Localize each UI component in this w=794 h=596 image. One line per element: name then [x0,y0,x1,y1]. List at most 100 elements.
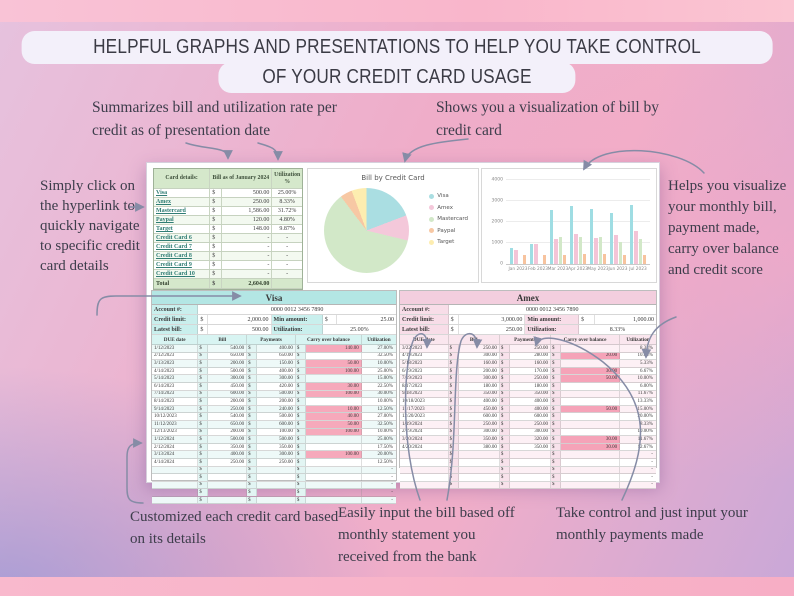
bill-cell[interactable]: 600.00 [459,413,500,420]
bill-cell[interactable] [208,496,248,504]
bill-cell[interactable]: 350.00 [208,443,248,451]
credit-limit-value[interactable]: 2,000.00 [208,315,272,324]
payments-cell[interactable] [257,474,296,481]
payments-cell[interactable]: 250.00 [257,458,296,466]
credit-limit-value[interactable]: 3,000.00 [459,315,526,324]
payments-cell[interactable]: 300.00 [257,375,296,382]
bill-cell[interactable]: 200.00 [208,360,248,367]
payments-cell[interactable] [510,451,551,458]
bill-cell[interactable]: 200.00 [208,398,248,405]
payments-cell[interactable]: 500.00 [257,413,296,420]
bill-cell[interactable]: 160.00 [459,360,500,367]
bill-cell[interactable]: 200.00 [459,367,500,375]
bill-cell[interactable]: 350.00 [459,436,500,443]
payments-cell[interactable]: 250.00 [510,375,551,382]
legend-item: Amex [429,205,468,211]
card-link-amex[interactable]: Amex [154,198,211,206]
payments-cell[interactable]: 170.00 [510,367,551,375]
bill-cell[interactable]: 300.00 [459,428,500,436]
payments-cell[interactable]: 250.00 [510,345,551,352]
payments-cell[interactable] [510,458,551,466]
payments-cell[interactable]: 350.00 [510,390,551,398]
payments-cell[interactable]: 650.00 [257,352,296,360]
min-amount-value[interactable]: 1,000.00 [632,316,654,323]
bill-cell[interactable]: 350.00 [459,390,500,398]
payments-cell[interactable]: 100.00 [257,428,296,436]
card-link-paypal[interactable]: Paypal [154,216,211,224]
bill-cell[interactable]: 450.00 [459,405,500,413]
bill-cell[interactable]: 540.00 [208,413,248,420]
payments-cell[interactable]: 280.00 [510,352,551,360]
payments-cell[interactable]: 400.00 [257,367,296,375]
card-link-target[interactable]: Target [154,225,211,233]
card-link-credit-card-9[interactable]: Credit Card 9 [154,261,211,269]
legend-item: Mastercard [429,216,468,222]
card-link-credit-card-10[interactable]: Credit Card 10 [154,270,211,278]
bill-cell[interactable]: 250.00 [459,420,500,428]
bill-cell[interactable]: 250.00 [208,405,248,413]
dollar-sign: $ [247,352,257,360]
bill-cell[interactable]: 600.00 [208,390,248,398]
payments-cell[interactable]: 500.00 [257,436,296,443]
bill-cell[interactable]: 650.00 [208,352,248,360]
bill-cell[interactable]: 180.00 [459,382,500,390]
payments-cell[interactable]: 240.00 [257,405,296,413]
payments-cell[interactable]: 400.00 [510,405,551,413]
payments-cell[interactable]: 250.00 [510,420,551,428]
payments-cell[interactable]: 500.00 [257,390,296,398]
payments-cell[interactable]: 350.00 [510,443,551,451]
min-amount-value[interactable]: 25.00 [380,316,394,323]
bill-cell[interactable]: 380.00 [459,443,500,451]
bill-cell[interactable] [459,466,500,474]
payments-cell[interactable]: 400.00 [510,398,551,405]
bill-cell[interactable]: 540.00 [208,345,248,352]
card-link-mastercard[interactable]: Mastercard [154,207,211,215]
dollar-sign: $ [499,428,511,436]
bill-cell[interactable]: 300.00 [459,352,500,360]
bill-cell[interactable]: 250.00 [459,345,500,352]
payments-cell[interactable]: 320.00 [510,436,551,443]
payments-cell[interactable]: 160.00 [510,360,551,367]
payments-cell[interactable]: 180.00 [510,382,551,390]
bill-cell[interactable]: 250.00 [208,458,248,466]
bill-cell[interactable]: 650.00 [208,420,248,428]
card-link-credit-card-6[interactable]: Credit Card 6 [154,234,211,242]
bill-cell[interactable]: 400.00 [208,451,248,458]
bill-cell[interactable] [459,474,500,481]
payments-cell[interactable]: 200.00 [257,398,296,405]
card-link-visa[interactable]: Visa [154,189,211,197]
carry-over-cell: 50.00 [561,375,621,382]
bill-cell[interactable]: 300.00 [208,375,248,382]
bill-cell[interactable]: 500.00 [208,367,248,375]
bill-cell[interactable] [208,466,248,474]
payments-cell[interactable] [257,489,296,496]
payments-cell[interactable] [257,466,296,474]
card-link-credit-card-7[interactable]: Credit Card 7 [154,243,211,251]
payments-cell[interactable]: 400.00 [257,345,296,352]
bill-cell[interactable] [459,458,500,466]
bill-cell[interactable] [208,481,248,489]
bill-cell[interactable] [459,451,500,458]
payments-cell[interactable]: 600.00 [510,413,551,420]
bill-cell[interactable] [208,474,248,481]
payments-cell[interactable] [257,481,296,489]
payments-cell[interactable]: 350.00 [257,443,296,451]
payments-cell[interactable] [510,466,551,474]
payments-cell[interactable]: 420.00 [257,382,296,390]
bill-cell[interactable]: 300.00 [459,375,500,382]
bill-cell[interactable] [459,481,500,489]
payments-cell[interactable] [510,481,551,489]
utilization-value: - [286,235,289,241]
card-link-credit-card-8[interactable]: Credit Card 8 [154,252,211,260]
payments-cell[interactable]: 150.00 [257,360,296,367]
payments-cell[interactable] [510,474,551,481]
payments-cell[interactable]: 600.00 [257,420,296,428]
bill-cell[interactable]: 500.00 [208,436,248,443]
bill-cell[interactable]: 400.00 [459,398,500,405]
payments-cell[interactable]: 300.00 [257,451,296,458]
bill-cell[interactable] [208,489,248,496]
bill-cell[interactable]: 450.00 [208,382,248,390]
payments-cell[interactable]: 300.00 [510,428,551,436]
bill-cell[interactable]: 200.00 [208,428,248,436]
payments-cell[interactable] [257,496,296,504]
